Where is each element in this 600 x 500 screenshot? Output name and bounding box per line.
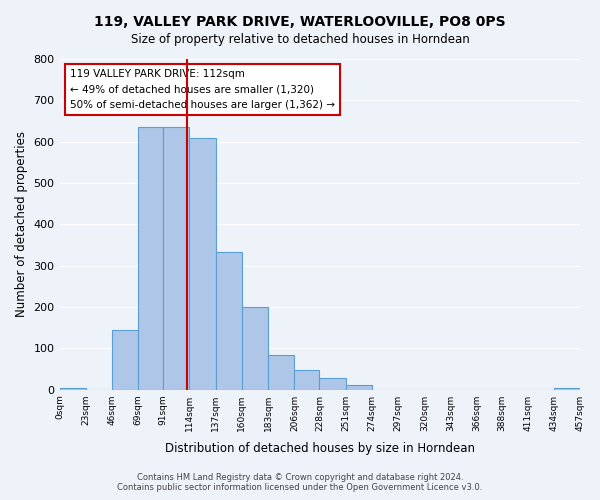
Bar bbox=[112, 330, 138, 390]
Bar bbox=[268, 354, 295, 390]
Bar bbox=[319, 378, 346, 390]
Text: Size of property relative to detached houses in Horndean: Size of property relative to detached ho… bbox=[131, 32, 469, 46]
Bar bbox=[163, 127, 190, 390]
X-axis label: Distribution of detached houses by size in Horndean: Distribution of detached houses by size … bbox=[165, 442, 475, 455]
Bar bbox=[138, 127, 163, 390]
Text: Contains HM Land Registry data © Crown copyright and database right 2024.
Contai: Contains HM Land Registry data © Crown c… bbox=[118, 473, 482, 492]
Text: 119, VALLEY PARK DRIVE, WATERLOOVILLE, PO8 0PS: 119, VALLEY PARK DRIVE, WATERLOOVILLE, P… bbox=[94, 15, 506, 29]
Y-axis label: Number of detached properties: Number of detached properties bbox=[15, 132, 28, 318]
Bar bbox=[295, 370, 319, 390]
Bar bbox=[59, 388, 86, 390]
Bar bbox=[346, 384, 372, 390]
Bar bbox=[554, 388, 581, 390]
Bar bbox=[216, 252, 242, 390]
Bar bbox=[242, 307, 268, 390]
Text: 119 VALLEY PARK DRIVE: 112sqm
← 49% of detached houses are smaller (1,320)
50% o: 119 VALLEY PARK DRIVE: 112sqm ← 49% of d… bbox=[70, 69, 335, 110]
Bar bbox=[190, 138, 216, 390]
